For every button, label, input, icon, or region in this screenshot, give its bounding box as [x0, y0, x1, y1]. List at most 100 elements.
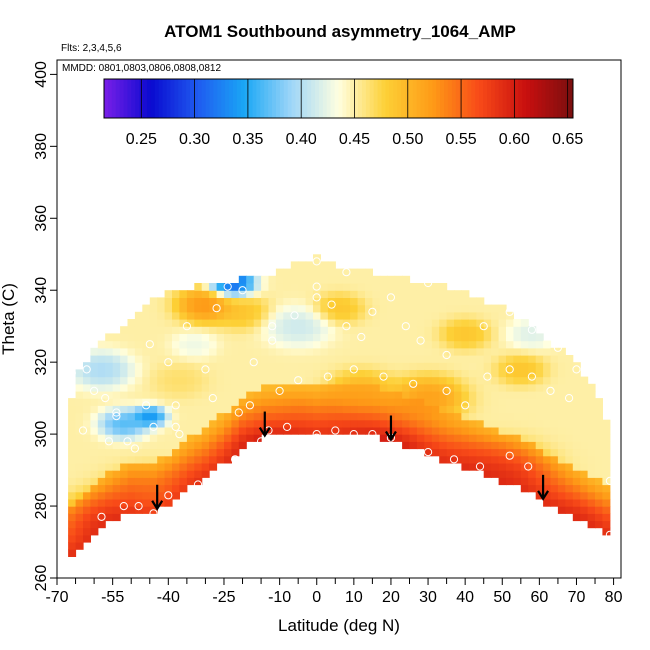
- heatmap-cell: [224, 355, 232, 363]
- heatmap-cell: [201, 462, 210, 471]
- heatmap-cell: [431, 283, 440, 291]
- colorbar-swatch: [549, 79, 554, 118]
- heatmap-cell: [90, 448, 99, 457]
- heatmap-cell: [172, 470, 180, 478]
- heatmap-cell: [305, 390, 314, 399]
- heatmap-cell: [580, 462, 589, 471]
- heatmap-cell: [342, 405, 351, 414]
- heatmap-cell: [194, 347, 203, 356]
- heatmap-cell: [439, 405, 448, 414]
- x-tick-label: -40: [157, 589, 180, 606]
- heatmap-cell: [535, 355, 544, 363]
- heatmap-cell: [283, 319, 292, 327]
- heatmap-cell: [416, 405, 425, 414]
- heatmap-cell: [350, 290, 359, 298]
- heatmap-cell: [416, 419, 425, 428]
- heatmap-cell: [342, 362, 351, 370]
- heatmap-cell: [112, 369, 121, 378]
- heatmap-cell: [476, 405, 485, 414]
- heatmap-cell: [209, 448, 218, 457]
- heatmap-cell: [535, 398, 544, 406]
- heatmap-cell: [461, 290, 470, 298]
- heatmap-cell: [209, 383, 218, 392]
- heatmap-cell: [97, 383, 106, 392]
- colorbar-swatch: [385, 79, 390, 118]
- heatmap-cell: [483, 441, 492, 450]
- heatmap-cell: [201, 376, 210, 385]
- colorbar-swatch: [401, 79, 406, 118]
- heatmap-cell: [127, 419, 136, 428]
- heatmap-cell: [246, 369, 255, 378]
- heatmap-cell: [550, 462, 559, 471]
- observation-point: [249, 358, 258, 367]
- heatmap-cell: [439, 290, 448, 298]
- heatmap-cell: [528, 455, 537, 464]
- observation-point: [312, 257, 321, 266]
- heatmap-cell: [409, 319, 418, 327]
- heatmap-cell: [97, 498, 106, 507]
- heatmap-cell: [90, 520, 99, 529]
- heatmap-cell: [75, 369, 84, 378]
- heatmap-cell: [565, 491, 574, 500]
- heatmap-cell: [335, 304, 344, 313]
- heatmap-cell: [394, 362, 403, 370]
- colorbar-swatch: [494, 79, 500, 118]
- colorbar-swatch: [510, 79, 515, 118]
- observation-point: [97, 512, 106, 521]
- heatmap-cell: [231, 355, 240, 363]
- heatmap-cell: [394, 319, 403, 327]
- heatmap-cell: [97, 398, 106, 406]
- heatmap-cell: [424, 311, 433, 320]
- heatmap-cell: [365, 333, 373, 342]
- heatmap-cell: [550, 412, 559, 421]
- heatmap-cell: [313, 405, 321, 414]
- colorbar-swatch: [236, 79, 242, 118]
- heatmap-cell: [283, 369, 292, 378]
- heatmap-cell: [149, 441, 158, 450]
- heatmap-cell: [476, 326, 485, 334]
- observation-point: [368, 430, 377, 439]
- colorbar-swatch: [143, 79, 148, 118]
- heatmap-cell: [402, 311, 411, 320]
- heatmap-cell: [149, 470, 158, 478]
- heatmap-cell: [550, 498, 559, 507]
- colorbar-swatch: [193, 79, 199, 118]
- heatmap-cell: [350, 333, 359, 342]
- heatmap-cell: [201, 412, 210, 421]
- heatmap-cell: [520, 398, 529, 406]
- heatmap-cell: [498, 376, 507, 385]
- heatmap-cell: [83, 390, 91, 399]
- heatmap-cell: [520, 355, 529, 363]
- colorbar-swatch: [530, 79, 535, 118]
- heatmap-cell: [357, 355, 366, 363]
- heatmap-cell: [379, 426, 388, 435]
- heatmap-cell: [439, 390, 448, 399]
- heatmap-cell: [543, 398, 552, 406]
- heatmap-cell: [186, 355, 195, 363]
- heatmap-cell: [394, 398, 403, 406]
- heatmap-cell: [157, 405, 166, 414]
- observation-point: [357, 332, 366, 342]
- heatmap-cell: [246, 434, 255, 442]
- heatmap-cell: [565, 376, 574, 385]
- heatmap-cell: [134, 462, 143, 471]
- heatmap-cell: [157, 412, 166, 421]
- colorbar-swatch: [397, 79, 402, 118]
- heatmap-cell: [290, 383, 299, 392]
- heatmap-cell: [476, 333, 485, 342]
- heatmap-cell: [595, 405, 603, 414]
- heatmap-cell: [201, 304, 210, 313]
- heatmap-cell: [439, 355, 448, 363]
- heatmap-cell: [275, 347, 284, 356]
- heatmap-cell: [335, 383, 344, 392]
- heatmap-cell: [587, 506, 596, 514]
- x-axis-label: Latitude (deg N): [278, 616, 400, 635]
- observation-point: [386, 293, 395, 302]
- chart-title: ATOM1 Southbound asymmetry_1064_AMP: [164, 22, 516, 41]
- heatmap-cell: [572, 506, 581, 514]
- heatmap-cell: [520, 362, 529, 370]
- heatmap-cell: [431, 405, 440, 414]
- heatmap-cell: [172, 484, 180, 493]
- heatmap-cell: [186, 376, 195, 385]
- heatmap-cell: [402, 275, 411, 284]
